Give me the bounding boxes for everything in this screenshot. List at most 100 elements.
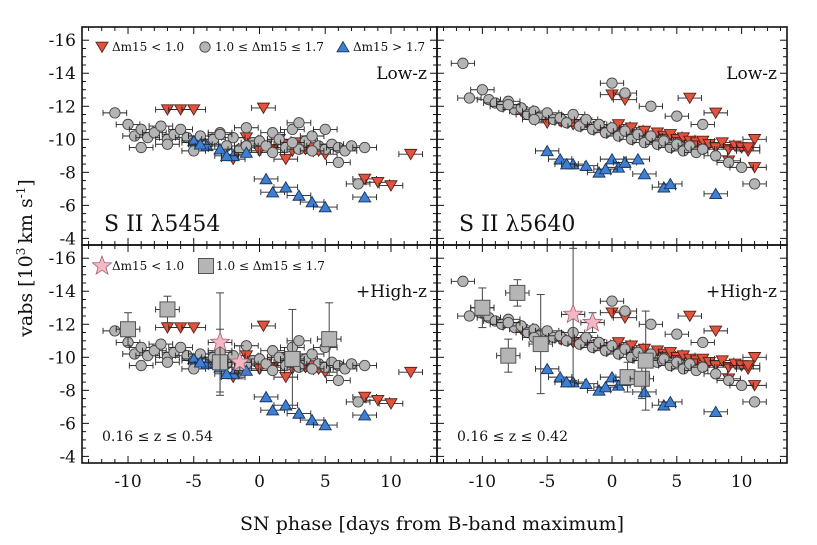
chart-panels: -16 -14 -12 -10 -8 -6 -4 Low-z S II λ5454 Low-z S … <box>49 26 788 492</box>
point-circle <box>214 128 226 140</box>
point-tup <box>292 189 306 201</box>
panel-zrange: 0.16 ≤ z ≤ 0.54 <box>102 429 213 445</box>
point-tup <box>605 152 619 165</box>
y-tick-label: -6 <box>59 196 76 216</box>
point-tdown <box>403 148 418 161</box>
data-points <box>102 102 423 213</box>
point-tup <box>708 187 723 200</box>
legend-marker-tdown <box>95 41 109 54</box>
series-star <box>560 247 605 381</box>
point-tup <box>265 185 280 198</box>
point-circle <box>697 361 709 373</box>
point-circle <box>580 113 592 126</box>
x-tick-label: 5 <box>671 472 682 492</box>
point-square <box>474 299 491 316</box>
point-circle <box>155 120 167 132</box>
point-circle <box>174 341 187 354</box>
point-circle <box>319 123 331 136</box>
point-tup <box>318 200 333 213</box>
point-circle <box>697 336 709 349</box>
point-circle <box>671 328 683 340</box>
point-tdown <box>384 398 398 410</box>
point-circle <box>710 368 722 380</box>
series-tup <box>181 352 377 431</box>
panel-line-label: S II λ5454 <box>104 212 220 237</box>
x-tick-label: 10 <box>731 472 753 492</box>
point-square <box>637 352 654 369</box>
point-circle <box>359 359 371 372</box>
x-axis-label: SN phase [days from B-band maximum] <box>240 513 624 535</box>
point-circle <box>161 356 174 368</box>
point-circle <box>593 336 605 349</box>
point-circle <box>619 125 631 137</box>
point-tup <box>265 403 280 416</box>
point-circle <box>606 340 618 352</box>
data-points <box>450 247 767 418</box>
panel-zrange: 0.16 ≤ z ≤ 0.42 <box>457 429 568 445</box>
y-axis-label-exp: 3 <box>14 248 28 256</box>
point-square <box>509 284 526 301</box>
point-tup <box>579 159 593 171</box>
point-tup <box>579 377 593 389</box>
panel-si5454-lowz: -16 -14 -12 -10 -8 -6 -4 Low-z S II λ5454 <box>49 26 438 249</box>
y-tick-label: -8 <box>59 163 76 183</box>
y-tick-label: -12 <box>49 315 76 335</box>
point-circle <box>748 396 761 408</box>
point-circle <box>293 335 305 347</box>
point-circle <box>293 117 305 129</box>
point-tdown <box>747 134 762 146</box>
point-tup <box>213 142 227 155</box>
data-points <box>450 57 767 200</box>
panel-tag: Low-z <box>726 64 777 84</box>
data-points <box>102 292 423 431</box>
series-circle <box>450 57 767 190</box>
point-circle <box>476 84 489 96</box>
point-tup <box>540 362 554 375</box>
point-circle <box>560 335 573 347</box>
x-tick-label: -5 <box>539 472 556 492</box>
point-circle <box>580 331 592 344</box>
legend-marker-square <box>198 258 214 274</box>
panel-line-label: S II λ5640 <box>459 212 575 237</box>
point-circle <box>645 100 657 112</box>
point-tdown <box>747 352 762 364</box>
point-tdown <box>279 371 293 384</box>
point-circle <box>306 363 318 375</box>
point-tup <box>259 390 273 403</box>
point-circle <box>560 117 573 129</box>
point-circle <box>266 146 279 159</box>
point-tdown <box>403 366 418 379</box>
point-tup <box>193 355 208 368</box>
y-tick-label: -14 <box>49 64 76 84</box>
point-circle <box>286 136 299 149</box>
y-axis-label-unit-exp: -1 <box>14 187 28 199</box>
point-circle <box>619 343 631 355</box>
y-tick-label: -10 <box>49 130 76 150</box>
point-circle <box>352 396 364 408</box>
point-tdown <box>721 361 736 374</box>
point-tdown <box>186 322 201 334</box>
y-tick-label: -14 <box>49 282 76 302</box>
y-tick-label: -4 <box>59 229 76 249</box>
point-tdown <box>371 394 385 407</box>
point-circle <box>135 359 147 372</box>
point-tdown <box>357 391 372 404</box>
point-tdown <box>715 355 729 367</box>
point-circle <box>748 178 761 190</box>
point-tup <box>540 144 554 157</box>
legend-top: Δm15 < 1.0 1.0 ≤ Δm15 ≤ 1.7 Δm15 > 1.7 <box>95 40 425 54</box>
point-tup <box>559 375 574 388</box>
point-square <box>159 301 176 318</box>
point-circle <box>606 122 618 134</box>
series-star <box>207 292 253 393</box>
point-tup <box>357 190 372 203</box>
point-tup <box>259 172 273 185</box>
point-circle <box>735 161 748 174</box>
y-axis-label-unit: km s <box>15 198 37 243</box>
point-tup <box>239 364 254 376</box>
point-circle <box>109 325 121 337</box>
x-tick-label: -10 <box>469 472 496 492</box>
point-tup <box>357 408 372 421</box>
point-circle <box>109 107 121 119</box>
